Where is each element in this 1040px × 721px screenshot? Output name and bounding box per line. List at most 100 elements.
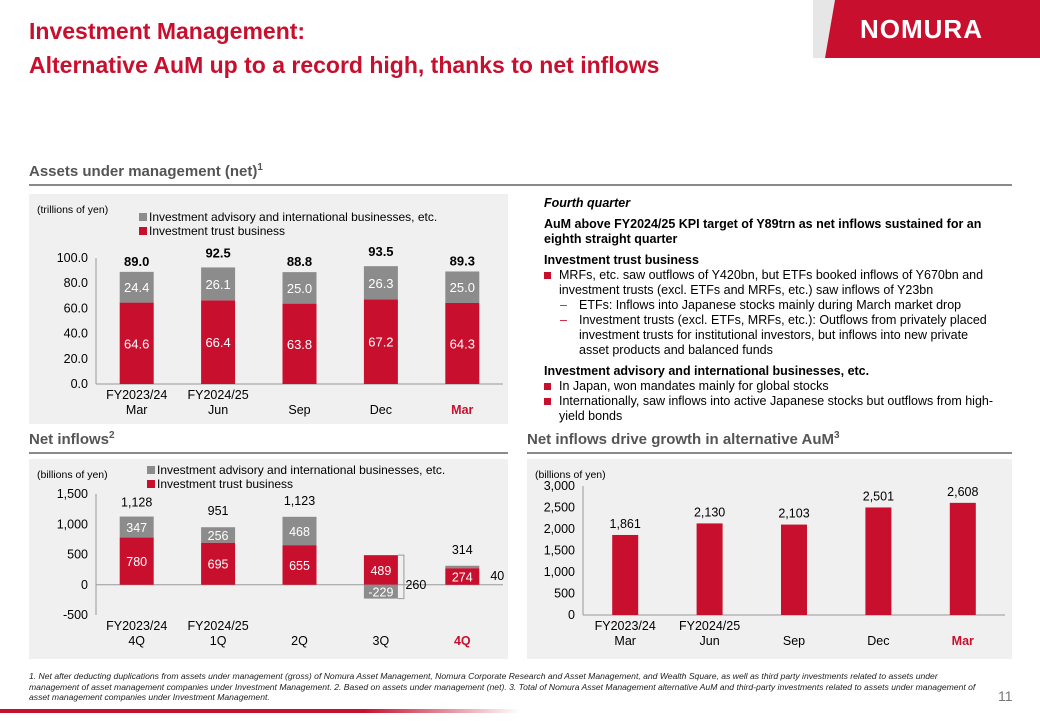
footnote: 1. Net after deducting duplications from… [29,671,976,702]
alt-category-label: FY2023/24 [595,619,656,633]
aum-data-label-trust: 64.6 [124,336,149,351]
inflows-category-label: 4Q [128,634,145,648]
inflows-category-label: FY2024/25 [188,619,249,633]
inflows-data-label-total: 260 [405,578,426,592]
alt-category-label: FY2024/25 [679,619,740,633]
alt-aum-title-text: Net inflows drive growth in alternative … [527,431,834,448]
inflows-data-label-advisory: 40 [490,569,504,583]
page-title-line2: Alternative AuM up to a record high, tha… [29,52,660,78]
inflows-data-label-trust: 489 [370,564,391,578]
inflows-bar-advisory [445,565,480,569]
aum-unit-label: (trillions of yen) [37,204,108,216]
aum-category-label: FY2024/25 [188,388,249,402]
inflows-bar-advisory [282,516,317,546]
alt-category-label: Dec [867,634,889,648]
aum-data-label-advisory: 25.0 [450,280,475,295]
aum-category-label: Sep [288,403,310,417]
inflows-legend-swatch-trust [147,480,155,488]
aum-ytick-label: 40.0 [64,327,88,341]
aum-bar-advisory [119,271,154,303]
alt-ytick-label: 3,000 [544,479,575,493]
aum-bar-advisory [445,271,480,303]
alt-category-label: Mar [952,634,974,648]
inflows-ytick-label: -500 [63,608,88,622]
alt-bar [612,534,639,615]
aum-bar-advisory [201,267,236,301]
alt-ytick-label: 2,000 [544,522,575,536]
aum-bar-trust [201,300,236,384]
aum-data-label-advisory: 24.4 [124,280,149,295]
aum-data-label-advisory: 25.0 [287,281,312,296]
aum-data-label-trust: 63.8 [287,337,312,352]
aum-bar-trust [363,299,398,384]
inflows-legend-label-advisory: Investment advisory and international bu… [157,463,445,477]
alt-unit-label: (billions of yen) [535,469,606,481]
nomura-logo-background [813,0,1040,58]
alt-aum-section-title: Net inflows drive growth in alternative … [527,430,840,448]
commentary-quarter: Fourth quarter [544,196,631,210]
aum-title-footnote-ref: 1 [257,162,263,173]
net-inflows-title-text: Net inflows [29,431,110,448]
alt-data-label: 1,861 [610,517,641,531]
alt-data-label: 2,103 [778,507,809,521]
nomura-logo: NOMURA [860,14,983,44]
aum-section-title: Assets under management (net)1 [29,162,263,180]
inflows-data-label-total: 951 [208,504,229,518]
alt-category-label: Mar [614,634,636,648]
alt-data-label: 2,608 [947,485,978,499]
inflows-data-label-advisory: 468 [289,525,310,539]
alt-ytick-label: 1,000 [544,565,575,579]
bottom-accent-bar [0,709,520,713]
commentary-kpi: AuM above FY2024/25 KPI target of Y89trn… [544,217,982,246]
alt-bar [781,524,807,615]
aum-bar-advisory [363,266,398,300]
commentary-bullet: In Japan, won mandates mainly for global… [544,379,999,394]
aum-ytick-label: 100.0 [57,251,88,265]
inflows-bar-trust [282,545,317,585]
aum-ytick-label: 80.0 [64,276,88,290]
aum-chart-panel: 0.0 20.0 40.0 60.0 80.0 100.0 FY2023/24 Mar FY20… [29,194,508,424]
inflows-category-label: 3Q [373,634,390,648]
aum-data-label-total: 92.5 [205,245,230,260]
inflows-total-bracket [397,554,405,600]
commentary-sub-bullet: – ETFs: Inflows into Japanese stocks main… [560,298,962,312]
inflows-ytick-label: 0 [81,578,88,592]
alt-aum-chart-panel: 0 500 1,000 1,500 2,000 2,500 3,000 FY2023/24 Ma… [527,459,1012,659]
inflows-data-label-total: 1,128 [121,496,152,510]
inflows-legend-label-trust: Investment trust business [157,477,293,491]
aum-data-label-trust: 64.3 [450,336,475,351]
inflows-category-label: 2Q [291,634,308,648]
sub-bullet-text: Investment trusts (excl. ETFs, MRFs, etc… [579,313,987,357]
aum-data-label-total: 88.8 [287,254,312,269]
commentary-itb-list: MRFs, etc. saw outflows of Y420bn, but E… [544,268,999,358]
inflows-data-label-trust: 780 [126,555,147,569]
aum-bar-trust [282,303,317,384]
inflows-data-label-trust: 274 [452,570,473,584]
alt-bar [865,507,892,615]
alt-ytick-label: 2,500 [544,501,575,515]
section-divider [29,452,508,454]
net-inflows-chart: -50005001,0001,500FY2023/244QFY2024/251Q… [37,463,504,648]
aum-bar-trust [445,302,480,384]
inflows-unit-label: (billions of yen) [37,469,108,481]
aum-bar-trust [119,302,154,384]
aum-data-label-total: 89.3 [450,253,475,268]
aum-legend-swatch-trust [139,227,147,235]
alt-data-label: 2,501 [863,489,894,503]
alt-ytick-label: 1,500 [544,544,575,558]
inflows-data-label-total: 1,123 [284,494,315,508]
net-inflows-chart-panel: -500 0 500 1,000 1,500 FY2023/24 4Q FY2024/25 1Q… [29,459,508,659]
alt-bar [696,523,723,615]
bullet-text: In Japan, won mandates mainly for global… [559,379,829,393]
bullet-text: MRFs, etc. saw outflows of Y420bn, but E… [559,268,984,297]
net-inflows-section-title: Net inflows2 [29,430,115,448]
inflows-bar-trust [201,542,236,585]
aum-category-label: Mar [126,403,148,417]
alt-ytick-label: 500 [554,587,575,601]
alt-data-label: 2,130 [694,505,725,519]
inflows-ytick-label: 500 [67,548,88,562]
alt-category-label: Jun [700,634,720,648]
aum-legend-label-advisory: Investment advisory and international bu… [149,210,437,224]
aum-ytick-label: 20.0 [64,352,88,366]
inflows-legend-swatch-advisory [147,466,155,474]
